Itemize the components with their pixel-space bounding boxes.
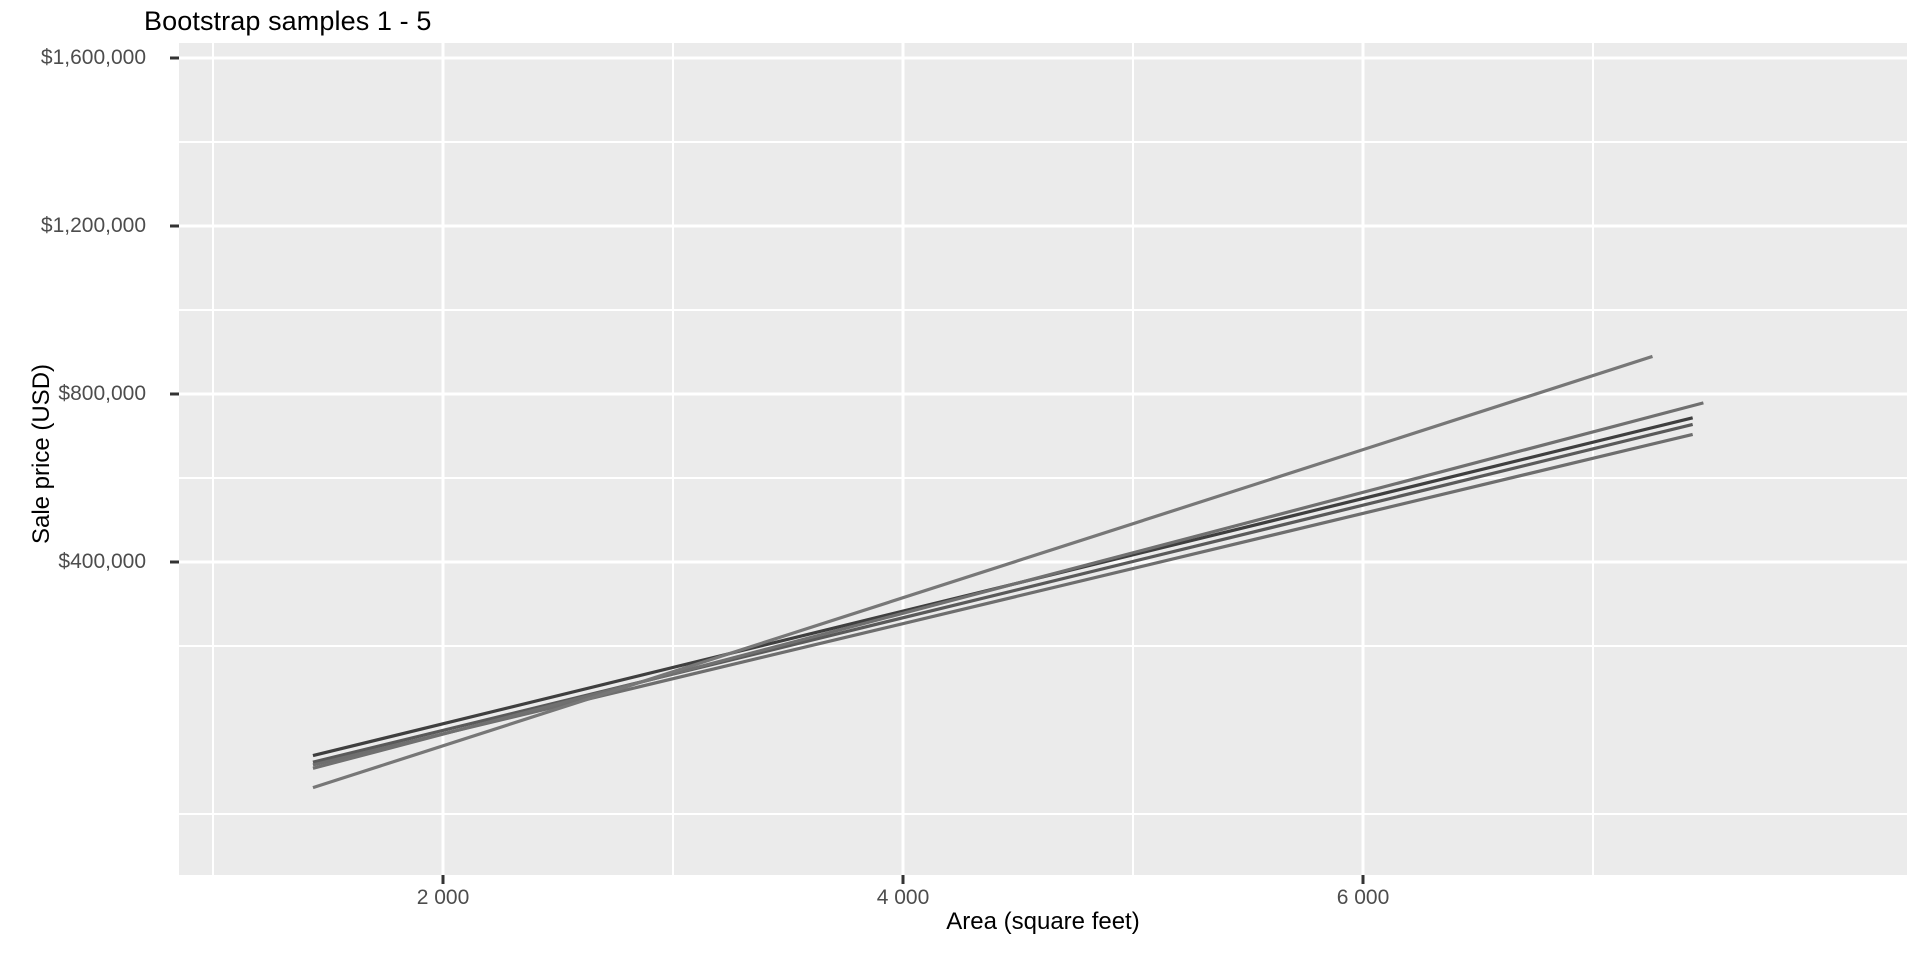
gridline-minor-y-600000 <box>179 477 1907 479</box>
x-tick-mark-4000 <box>901 875 905 884</box>
y-tick-label-800000: $800,000 <box>58 382 146 405</box>
gridline-major-x-4000 <box>901 43 905 875</box>
x-axis-title: Area (square feet) <box>946 908 1140 935</box>
gridline-minor-x-5000 <box>1132 43 1134 875</box>
x-tick-label-6000: 6 000 <box>1336 886 1390 909</box>
gridline-minor-y-200000 <box>179 645 1907 647</box>
y-tick-label-400000: $400,000 <box>58 550 146 573</box>
gridline-minor-y-1400000 <box>179 141 1907 143</box>
regression-line-5 <box>312 354 1653 790</box>
x-tick-mark-6000 <box>1361 875 1365 884</box>
y-tick-mark-1600000 <box>170 56 179 60</box>
plot-panel <box>179 43 1907 875</box>
regression-line-4 <box>312 401 1704 770</box>
plot-title: Bootstrap samples 1 - 5 <box>144 6 432 36</box>
y-tick-mark-400000 <box>170 560 179 564</box>
gridline-major-x-6000 <box>1361 43 1365 875</box>
gridline-major-y-1200000 <box>179 224 1907 228</box>
gridline-minor-x-3000 <box>672 43 674 875</box>
gridline-minor-x-1000 <box>212 43 214 875</box>
regression-lines <box>312 354 1704 790</box>
gridline-major-y-800000 <box>179 392 1907 396</box>
y-tick-mark-800000 <box>170 392 179 396</box>
x-tick-label-4000: 4 000 <box>876 886 930 909</box>
x-tick-label-2000: 2 000 <box>416 886 470 909</box>
gridline-minor-y-1000000 <box>179 309 1907 311</box>
y-axis-title: Sale price (USD) <box>28 363 55 545</box>
y-tick-label-1600000: $1,600,000 <box>40 46 146 69</box>
y-tick-mark-1200000 <box>170 224 179 228</box>
gridline-major-y-1600000 <box>179 56 1907 60</box>
regression-line-3 <box>312 432 1694 767</box>
gridline-major-x-2000 <box>441 43 445 875</box>
x-tick-mark-2000 <box>441 875 445 884</box>
gridline-minor-y-low <box>179 813 1907 815</box>
regression-line-2 <box>312 422 1694 764</box>
gridline-major-y-400000 <box>179 560 1907 564</box>
y-tick-label-1200000: $1,200,000 <box>40 214 146 237</box>
